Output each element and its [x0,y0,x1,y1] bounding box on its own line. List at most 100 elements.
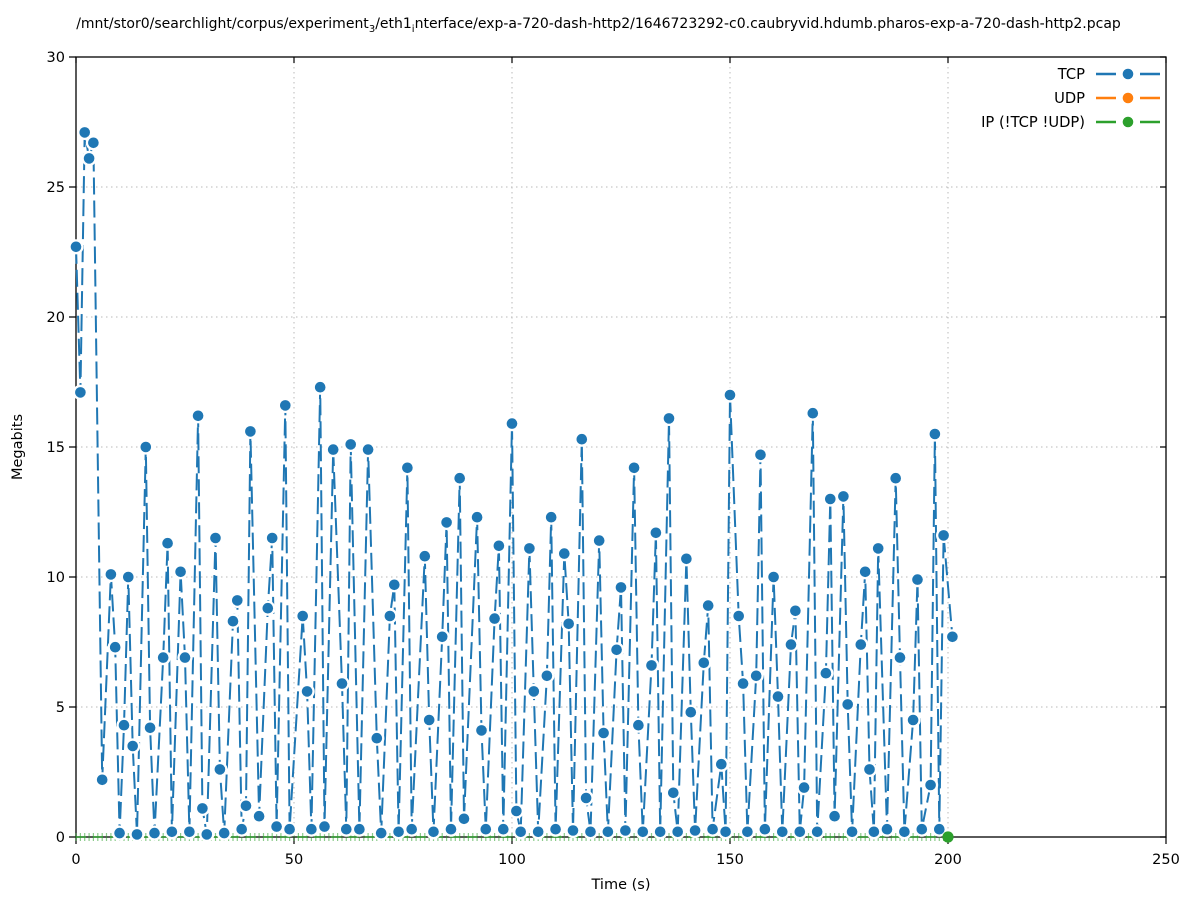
title-subscript-3: 3 [368,23,376,35]
tcp-marker [576,433,588,445]
y-tick-label: 5 [56,700,65,716]
tcp-marker [820,667,832,679]
tcp-marker [724,389,736,401]
tcp-marker [733,610,744,622]
tcp-marker [685,706,697,718]
tcp-marker [750,670,762,682]
tcp-marker [620,825,631,836]
tcp-marker [118,719,130,731]
tcp-marker [707,823,718,835]
tcp-marker [314,381,326,393]
tcp-marker [794,826,806,838]
tcp-marker [271,821,282,832]
tcp-marker [184,826,195,838]
title-subscript-i: i [411,23,415,35]
tcp-marker [389,579,400,591]
tcp-marker [210,532,221,544]
tcp-marker [524,543,535,554]
tcp-marker [681,553,692,565]
title-part2: /eth1 [375,16,412,32]
legend-entry-udp: UDP [1054,90,1160,107]
tcp-marker [441,517,452,528]
tcp-marker [759,823,771,835]
ip-end-marker [942,831,954,843]
y-tick-label: 15 [47,440,65,456]
tcp-marker [790,605,801,617]
tcp-marker [646,660,657,671]
tcp-marker [79,127,90,138]
tcp-marker [123,571,134,583]
tcp-marker [109,641,121,653]
tcp-marker [498,823,509,835]
tcp-marker [114,827,125,839]
tcp-marker [755,449,766,461]
tcp-marker [280,400,291,411]
x-tick-label: 50 [285,852,303,868]
tcp-marker [798,782,810,793]
tcp-marker [476,725,487,736]
title-part1: /mnt/stor0/searchlight/corpus/experiment [76,16,369,32]
tcp-marker [672,826,683,838]
tcp-series-line [75,131,954,836]
tcp-marker [232,595,243,606]
y-tick-label: 10 [47,570,65,586]
tcp-marker [75,387,86,398]
tcp-marker [236,823,247,835]
tcp-marker [947,631,958,643]
x-tick-label: 150 [716,852,744,868]
tcp-marker [611,644,622,656]
tcp-marker [506,418,518,429]
axis-ticks [69,56,1167,844]
tcp-marker [253,810,265,822]
tcp-marker [934,823,945,835]
tcp-marker [654,826,666,838]
tcp-marker [83,153,95,164]
tcp-marker [297,610,309,622]
tcp-marker [201,829,213,840]
tcp-marker [354,823,365,835]
tcp-marker [336,678,348,689]
tcp-marker [567,825,579,836]
tcp-marker [916,823,928,835]
tcp-marker [511,805,522,817]
tcp-marker [838,491,849,502]
tcp-marker [846,826,858,838]
tcp-marker [419,550,431,562]
tcp-marker [859,566,871,578]
tcp-marker [637,826,649,838]
tcp-marker [768,571,779,583]
x-tick-label: 200 [934,852,962,868]
tcp-marker [842,699,853,710]
tcp-marker [162,537,173,549]
tcp-marker [175,566,186,578]
tcp-marker [284,823,295,835]
tcp-marker [384,610,396,622]
legend-entry-tcp: TCP [1057,66,1160,83]
tcp-marker [890,472,901,484]
tcp-marker [628,462,640,474]
tcp-marker [306,823,317,835]
tcp-marker [96,774,108,786]
tcp-marker [240,800,252,812]
tcp-marker [559,548,570,559]
tcp-marker [598,727,609,739]
legend-entry-ip-tcp-udp: IP (!TCP !UDP) [981,114,1160,131]
tcp-marker [140,441,152,453]
data-series [68,124,961,843]
tcp-marker [327,444,339,455]
tcp-marker [864,764,875,775]
tcp-marker [445,823,457,835]
tcp-marker [105,569,117,580]
tcp-marker [406,823,418,835]
tcp-marker [319,821,330,832]
title-part3: nterface/exp-a-720-dash-http2/1646723292… [414,16,1121,32]
tcp-marker [515,826,526,838]
tcp-marker [785,639,797,650]
tcp-marker [737,678,749,689]
tcp-marker [602,826,614,838]
tcp-marker [881,823,893,835]
tcp-marker [689,825,701,836]
tcp-marker [144,722,156,734]
legend-marker-sample [1122,116,1134,128]
